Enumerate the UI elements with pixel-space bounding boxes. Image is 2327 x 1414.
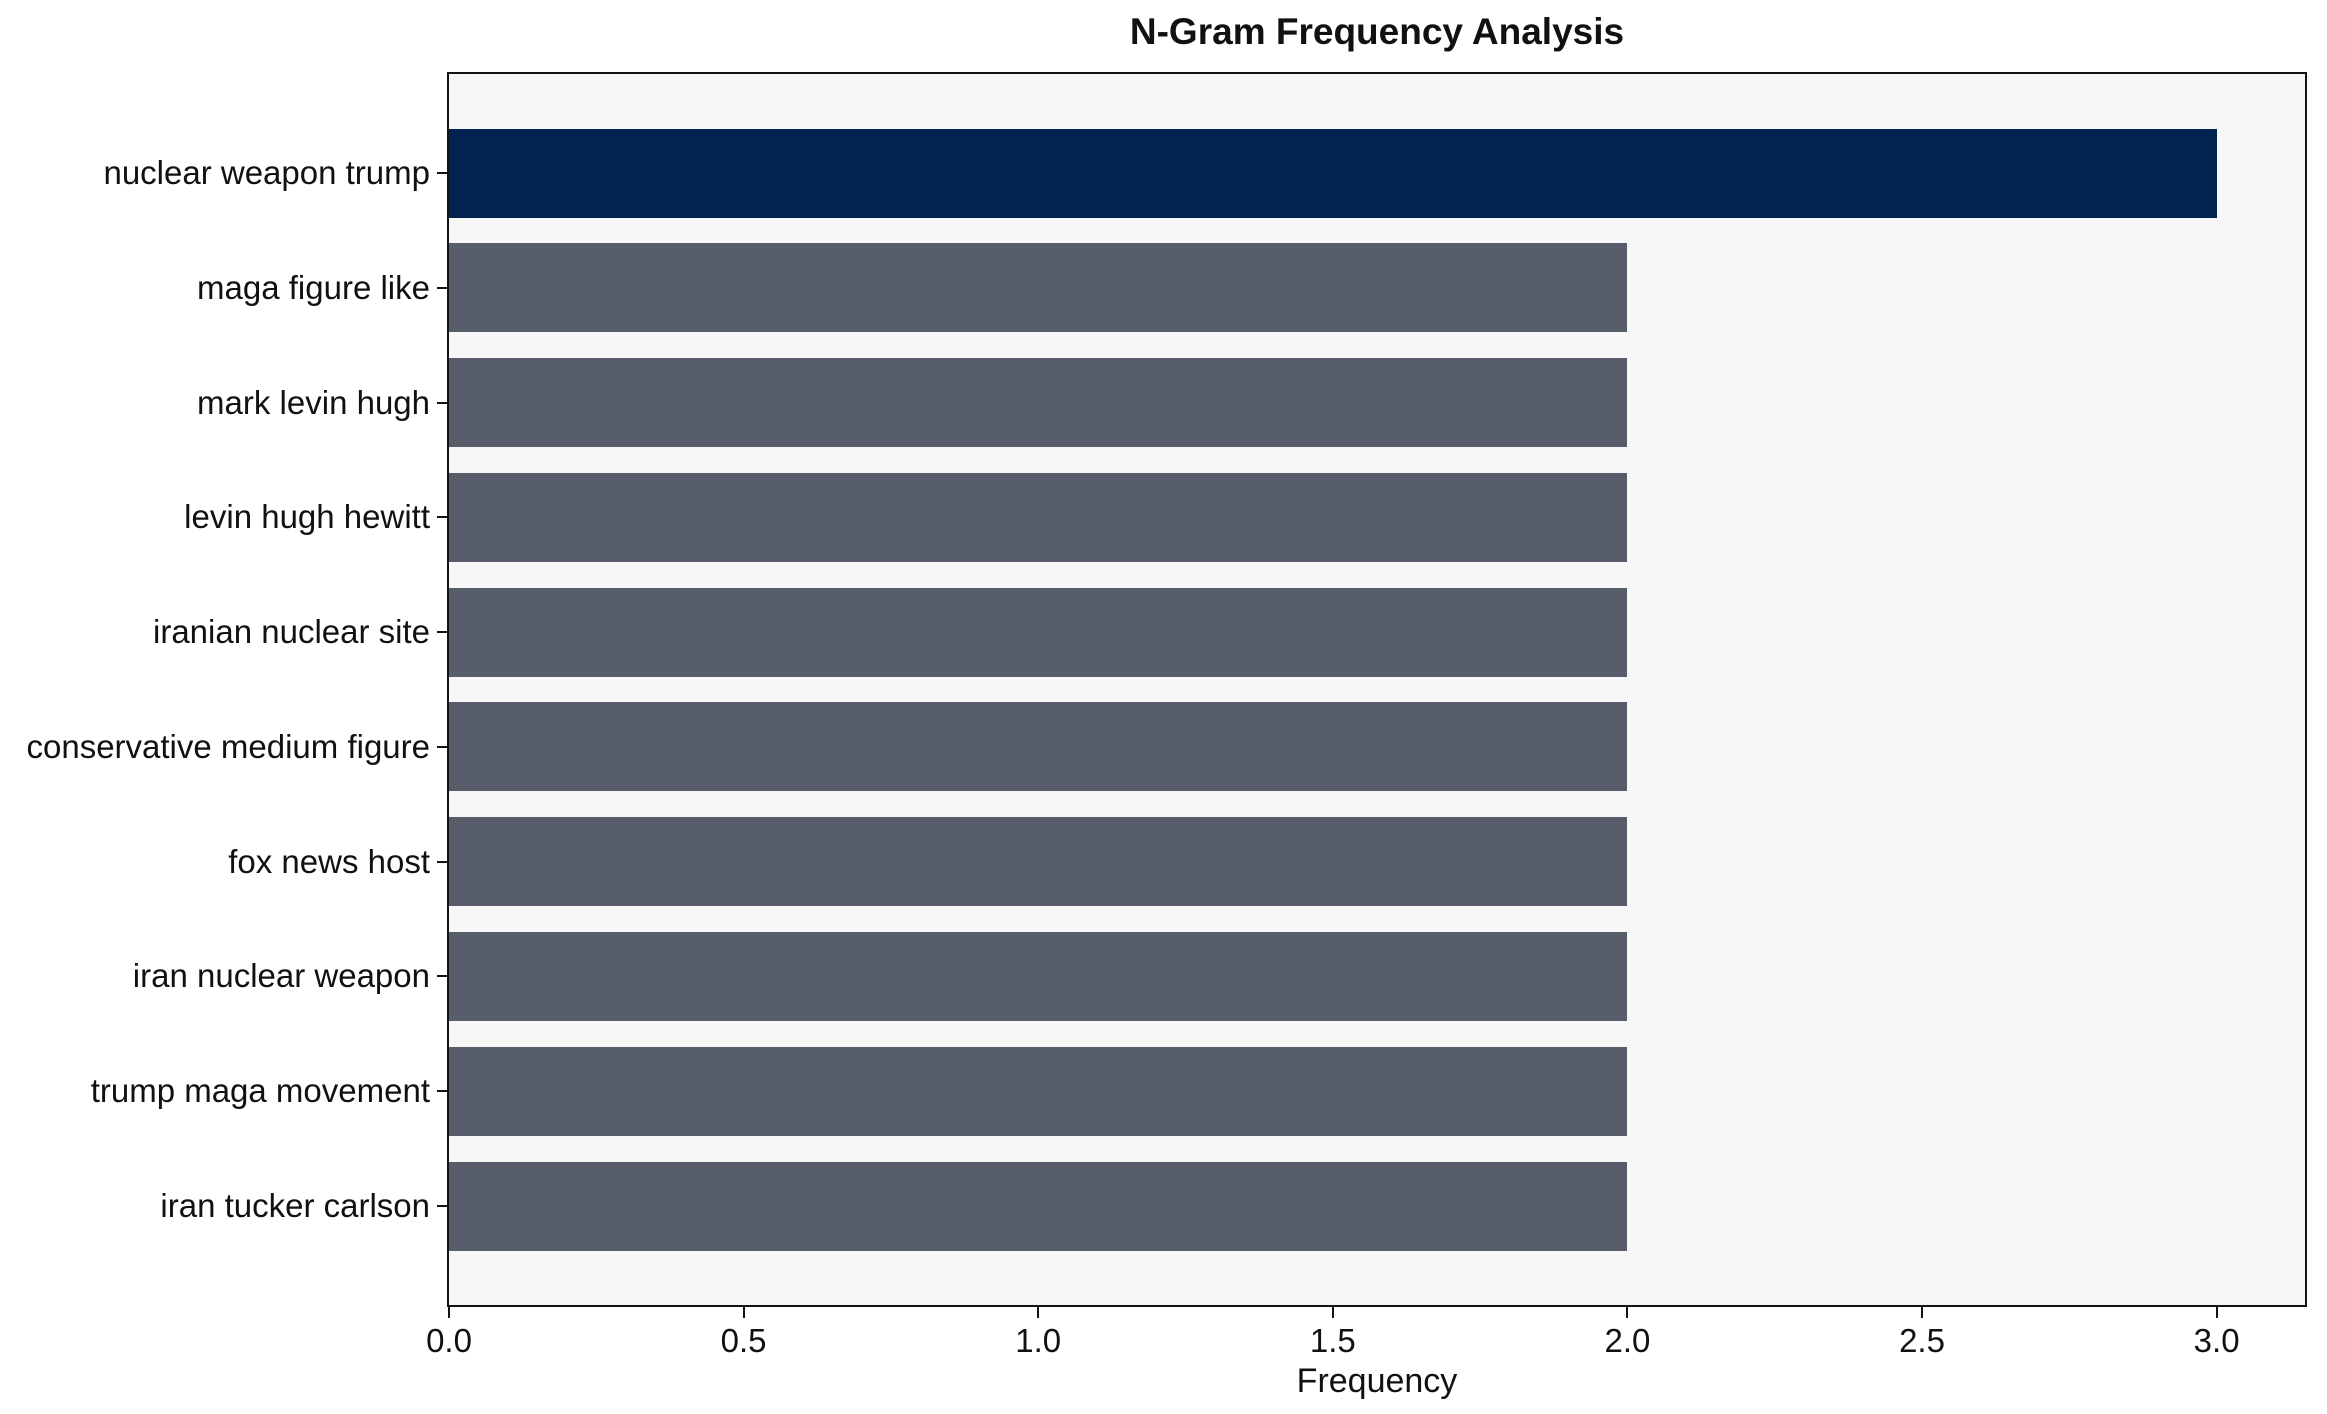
bar bbox=[449, 128, 2217, 218]
y-tick-label: iran nuclear weapon bbox=[132, 957, 430, 995]
x-tick-mark bbox=[2215, 1307, 2218, 1318]
x-tick-mark bbox=[1626, 1307, 1629, 1318]
y-tick-label: iran tucker carlson bbox=[160, 1187, 430, 1224]
x-tick-mark bbox=[742, 1307, 745, 1318]
y-tick-label: maga figure like bbox=[197, 268, 430, 306]
y-tick-mark bbox=[437, 1090, 449, 1093]
plot-area bbox=[447, 72, 2307, 1307]
x-tick-label: 2.5 bbox=[1899, 1322, 1945, 1359]
x-tick-mark bbox=[1037, 1307, 1040, 1318]
bar bbox=[449, 243, 1628, 333]
x-tick-mark bbox=[1331, 1307, 1334, 1318]
y-tick-label: mark levin hugh bbox=[197, 383, 430, 421]
x-tick-label: 0.0 bbox=[426, 1322, 472, 1359]
x-tick-mark bbox=[448, 1307, 450, 1318]
y-tick-mark bbox=[437, 745, 449, 748]
y-tick-mark bbox=[437, 401, 449, 404]
bar bbox=[449, 702, 1628, 792]
y-tick-label: fox news host bbox=[228, 842, 430, 880]
chart-title: N-Gram Frequency Analysis bbox=[1129, 11, 1625, 52]
bar bbox=[449, 1046, 1628, 1136]
bar bbox=[449, 587, 1628, 677]
y-tick-mark bbox=[437, 286, 449, 289]
x-tick-label: 0.5 bbox=[720, 1322, 767, 1359]
y-tick-label: conservative medium figure bbox=[26, 727, 430, 765]
x-axis-title: Frequency bbox=[1296, 1362, 1458, 1400]
bar bbox=[449, 1161, 1628, 1251]
y-tick-mark bbox=[437, 1205, 449, 1207]
bar bbox=[449, 358, 1628, 448]
y-tick-mark bbox=[437, 860, 449, 863]
y-tick-label: trump maga movement bbox=[90, 1072, 430, 1110]
y-tick-mark bbox=[437, 516, 449, 519]
x-tick-mark bbox=[1921, 1307, 1924, 1318]
y-tick-label: iranian nuclear site bbox=[153, 613, 430, 651]
bar bbox=[449, 472, 1628, 562]
x-tick-label: 1.5 bbox=[1309, 1322, 1356, 1359]
y-tick-label: levin hugh hewitt bbox=[184, 498, 430, 536]
y-tick-mark bbox=[437, 975, 449, 978]
bar bbox=[449, 931, 1628, 1021]
y-tick-mark bbox=[437, 172, 449, 174]
y-tick-mark bbox=[437, 631, 449, 634]
x-tick-label: 2.0 bbox=[1604, 1322, 1651, 1359]
x-tick-label: 1.0 bbox=[1015, 1322, 1062, 1359]
y-tick-label: nuclear weapon trump bbox=[103, 154, 430, 191]
x-tick-label: 3.0 bbox=[2193, 1322, 2240, 1359]
bar bbox=[449, 817, 1628, 907]
